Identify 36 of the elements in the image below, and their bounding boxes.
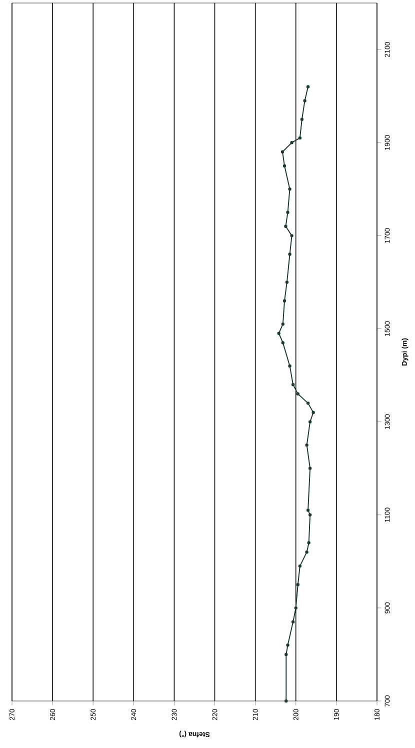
point (288, 252, 292, 256)
point (291, 382, 295, 386)
point (296, 583, 300, 586)
point (306, 85, 310, 88)
point (284, 224, 288, 228)
point (303, 99, 306, 102)
point (306, 508, 310, 512)
point (308, 420, 312, 424)
point (291, 620, 295, 624)
point (285, 280, 289, 284)
point (286, 210, 290, 214)
point (284, 652, 288, 656)
point (284, 699, 288, 703)
point (280, 150, 284, 154)
point (290, 234, 294, 238)
point (300, 118, 304, 121)
point (290, 141, 294, 144)
point (308, 466, 312, 470)
point (306, 402, 310, 405)
point (294, 606, 298, 610)
point (305, 550, 308, 554)
point (277, 332, 280, 335)
point (308, 513, 312, 516)
point (281, 341, 284, 344)
point (296, 392, 300, 396)
point (298, 136, 302, 140)
point (288, 364, 292, 368)
point (307, 541, 310, 544)
point (288, 188, 292, 191)
point (286, 644, 290, 647)
point (282, 164, 286, 168)
point (312, 410, 315, 414)
point (305, 443, 308, 447)
point (298, 564, 302, 568)
point (282, 299, 286, 302)
point (281, 322, 284, 326)
